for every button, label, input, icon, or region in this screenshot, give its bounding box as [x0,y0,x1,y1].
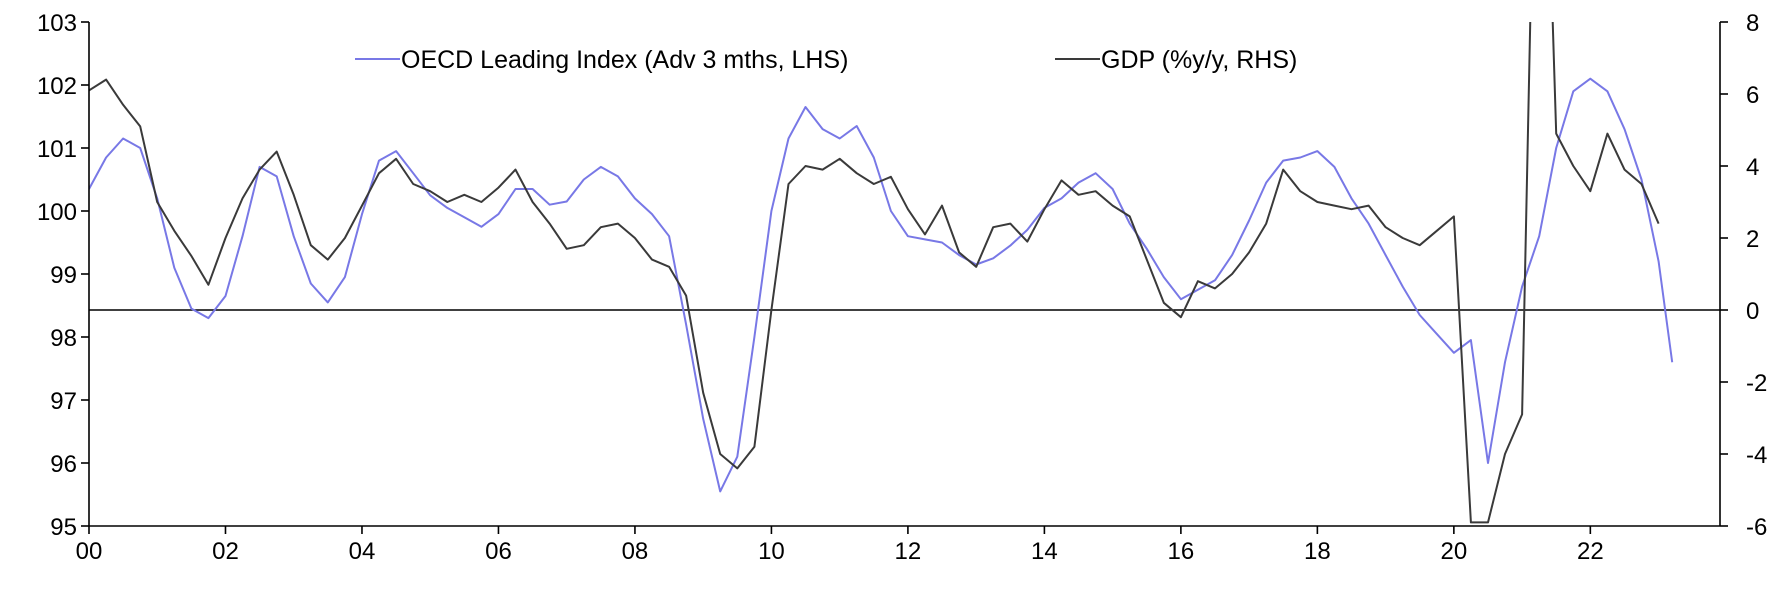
y-right-tick-label: 8 [1746,10,1759,37]
x-tick-label: 08 [622,538,649,565]
x-tick-label: 02 [212,538,239,565]
x-tick-label: 12 [895,538,922,565]
x-tick-label: 00 [76,538,103,565]
x-tick-label: 04 [349,538,376,565]
y-right-tick-label: -4 [1746,442,1767,469]
y-right-tick-label: 6 [1746,82,1759,109]
x-tick-label: 14 [1031,538,1058,565]
x-tick-label: 06 [485,538,512,565]
y-left-tick-label: 103 [37,10,77,37]
y-left-tick-label: 97 [50,388,77,415]
series-line-0 [89,77,1674,493]
x-tick-label: 20 [1441,538,1468,565]
y-left-tick-label: 98 [50,325,77,352]
y-right-tick-label: 0 [1746,298,1759,325]
y-left-tick-label: 96 [50,451,77,478]
x-tick-label: 22 [1577,538,1604,565]
plot-area [88,22,1721,527]
left-axis-ticks: 95 96 97 98 99 100 101 102 103 [37,10,89,541]
legend-entry-oecd: OECD Leading Index (Adv 3 mths, LHS) [355,46,848,74]
y-left-tick-label: 99 [50,262,77,289]
legend: OECD Leading Index (Adv 3 mths, LHS) GDP… [355,46,1297,74]
y-left-tick-label: 101 [37,136,77,163]
x-tick-label: 16 [1168,538,1195,565]
legend-label-oecd: OECD Leading Index (Adv 3 mths, LHS) [401,46,848,74]
y-left-tick-label: 95 [50,514,77,541]
x-axis-ticks: 00 02 04 06 08 10 12 14 16 18 20 22 [76,526,1604,565]
y-right-tick-label: 2 [1746,226,1759,253]
x-tick-label: 18 [1304,538,1331,565]
y-right-tick-label: 4 [1746,154,1759,181]
legend-label-gdp: GDP (%y/y, RHS) [1101,46,1297,74]
legend-entry-gdp: GDP (%y/y, RHS) [1055,46,1297,74]
y-left-tick-label: 102 [37,73,77,100]
y-right-tick-label: -6 [1746,514,1767,541]
y-right-tick-label: -2 [1746,370,1767,397]
x-tick-label: 10 [758,538,785,565]
right-axis-ticks: -6 -4 -2 0 2 4 6 8 [1720,10,1767,541]
y-left-tick-label: 100 [37,199,77,226]
series-line-1 [89,22,1660,524]
